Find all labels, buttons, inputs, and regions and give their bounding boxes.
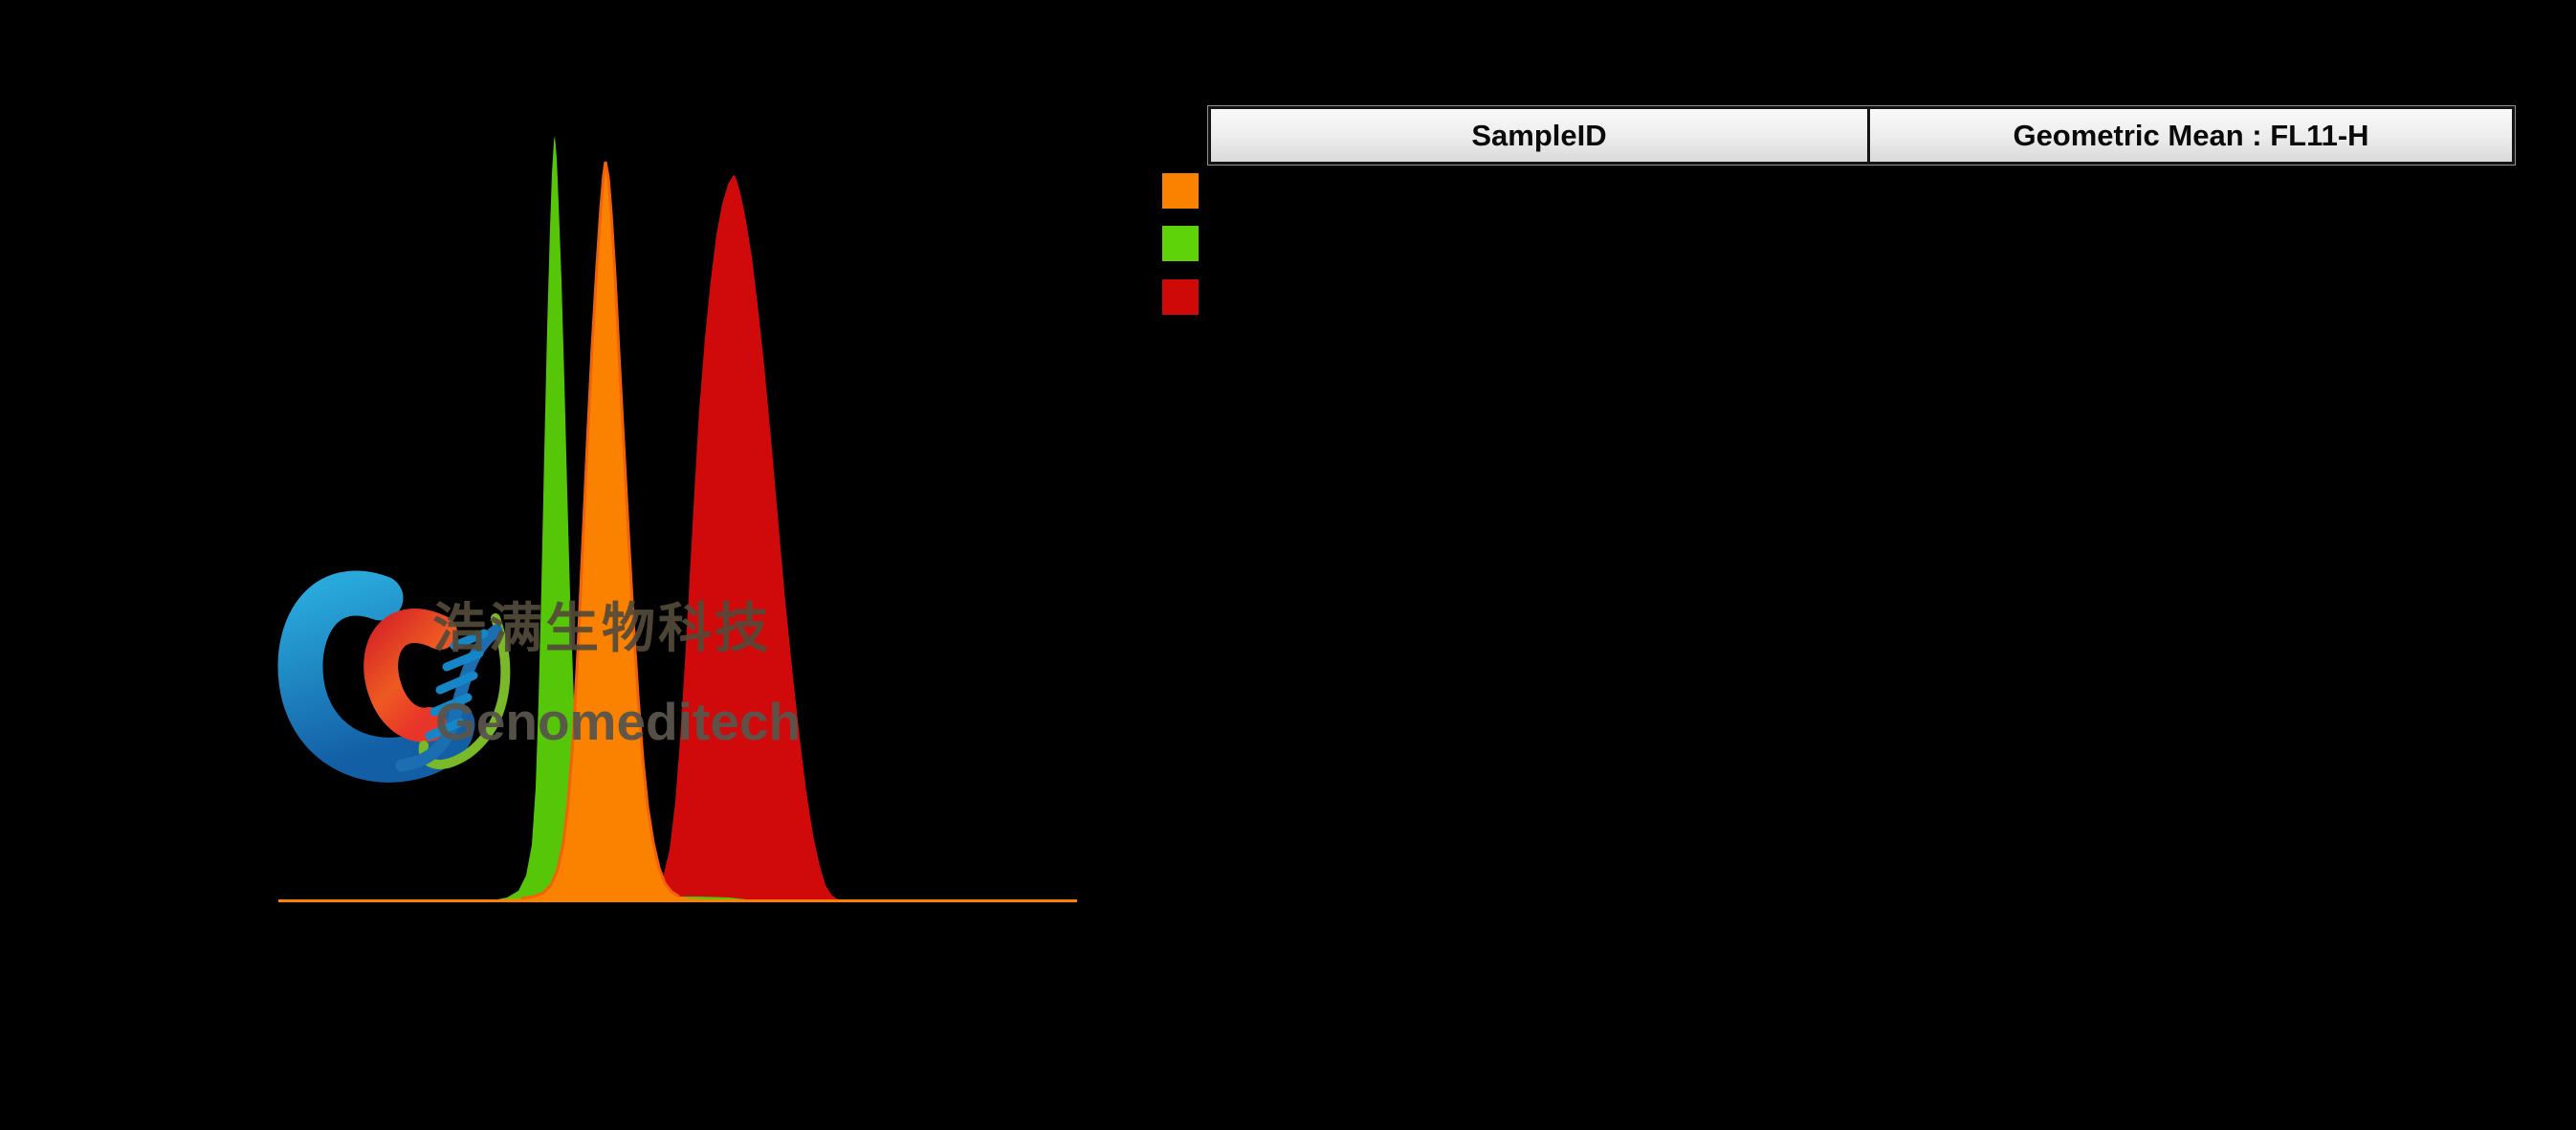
histogram-series-orange-edge	[520, 161, 680, 900]
watermark-latin-text: Genomeditech	[435, 692, 802, 751]
legend-swatch-sample-red	[1162, 279, 1199, 315]
logo-dna-strand-icon	[395, 624, 503, 772]
logo-dna-rungs-icon	[425, 629, 489, 741]
logo-flame-icon	[363, 609, 457, 742]
histogram-series-green	[476, 136, 759, 902]
legend-swatch-sample-orange	[1162, 173, 1199, 209]
histogram-series-red	[612, 175, 856, 902]
stats-table-header: SampleID Geometric Mean : FL11-H	[1207, 105, 2516, 166]
watermark-chinese-text: 浩满生物科技	[432, 598, 771, 658]
stats-table-header-sampleid: SampleID	[1211, 109, 1870, 162]
legend-swatch-sample-green	[1162, 226, 1199, 261]
stats-table-header-geomean: Geometric Mean : FL11-H	[2013, 118, 2369, 152]
